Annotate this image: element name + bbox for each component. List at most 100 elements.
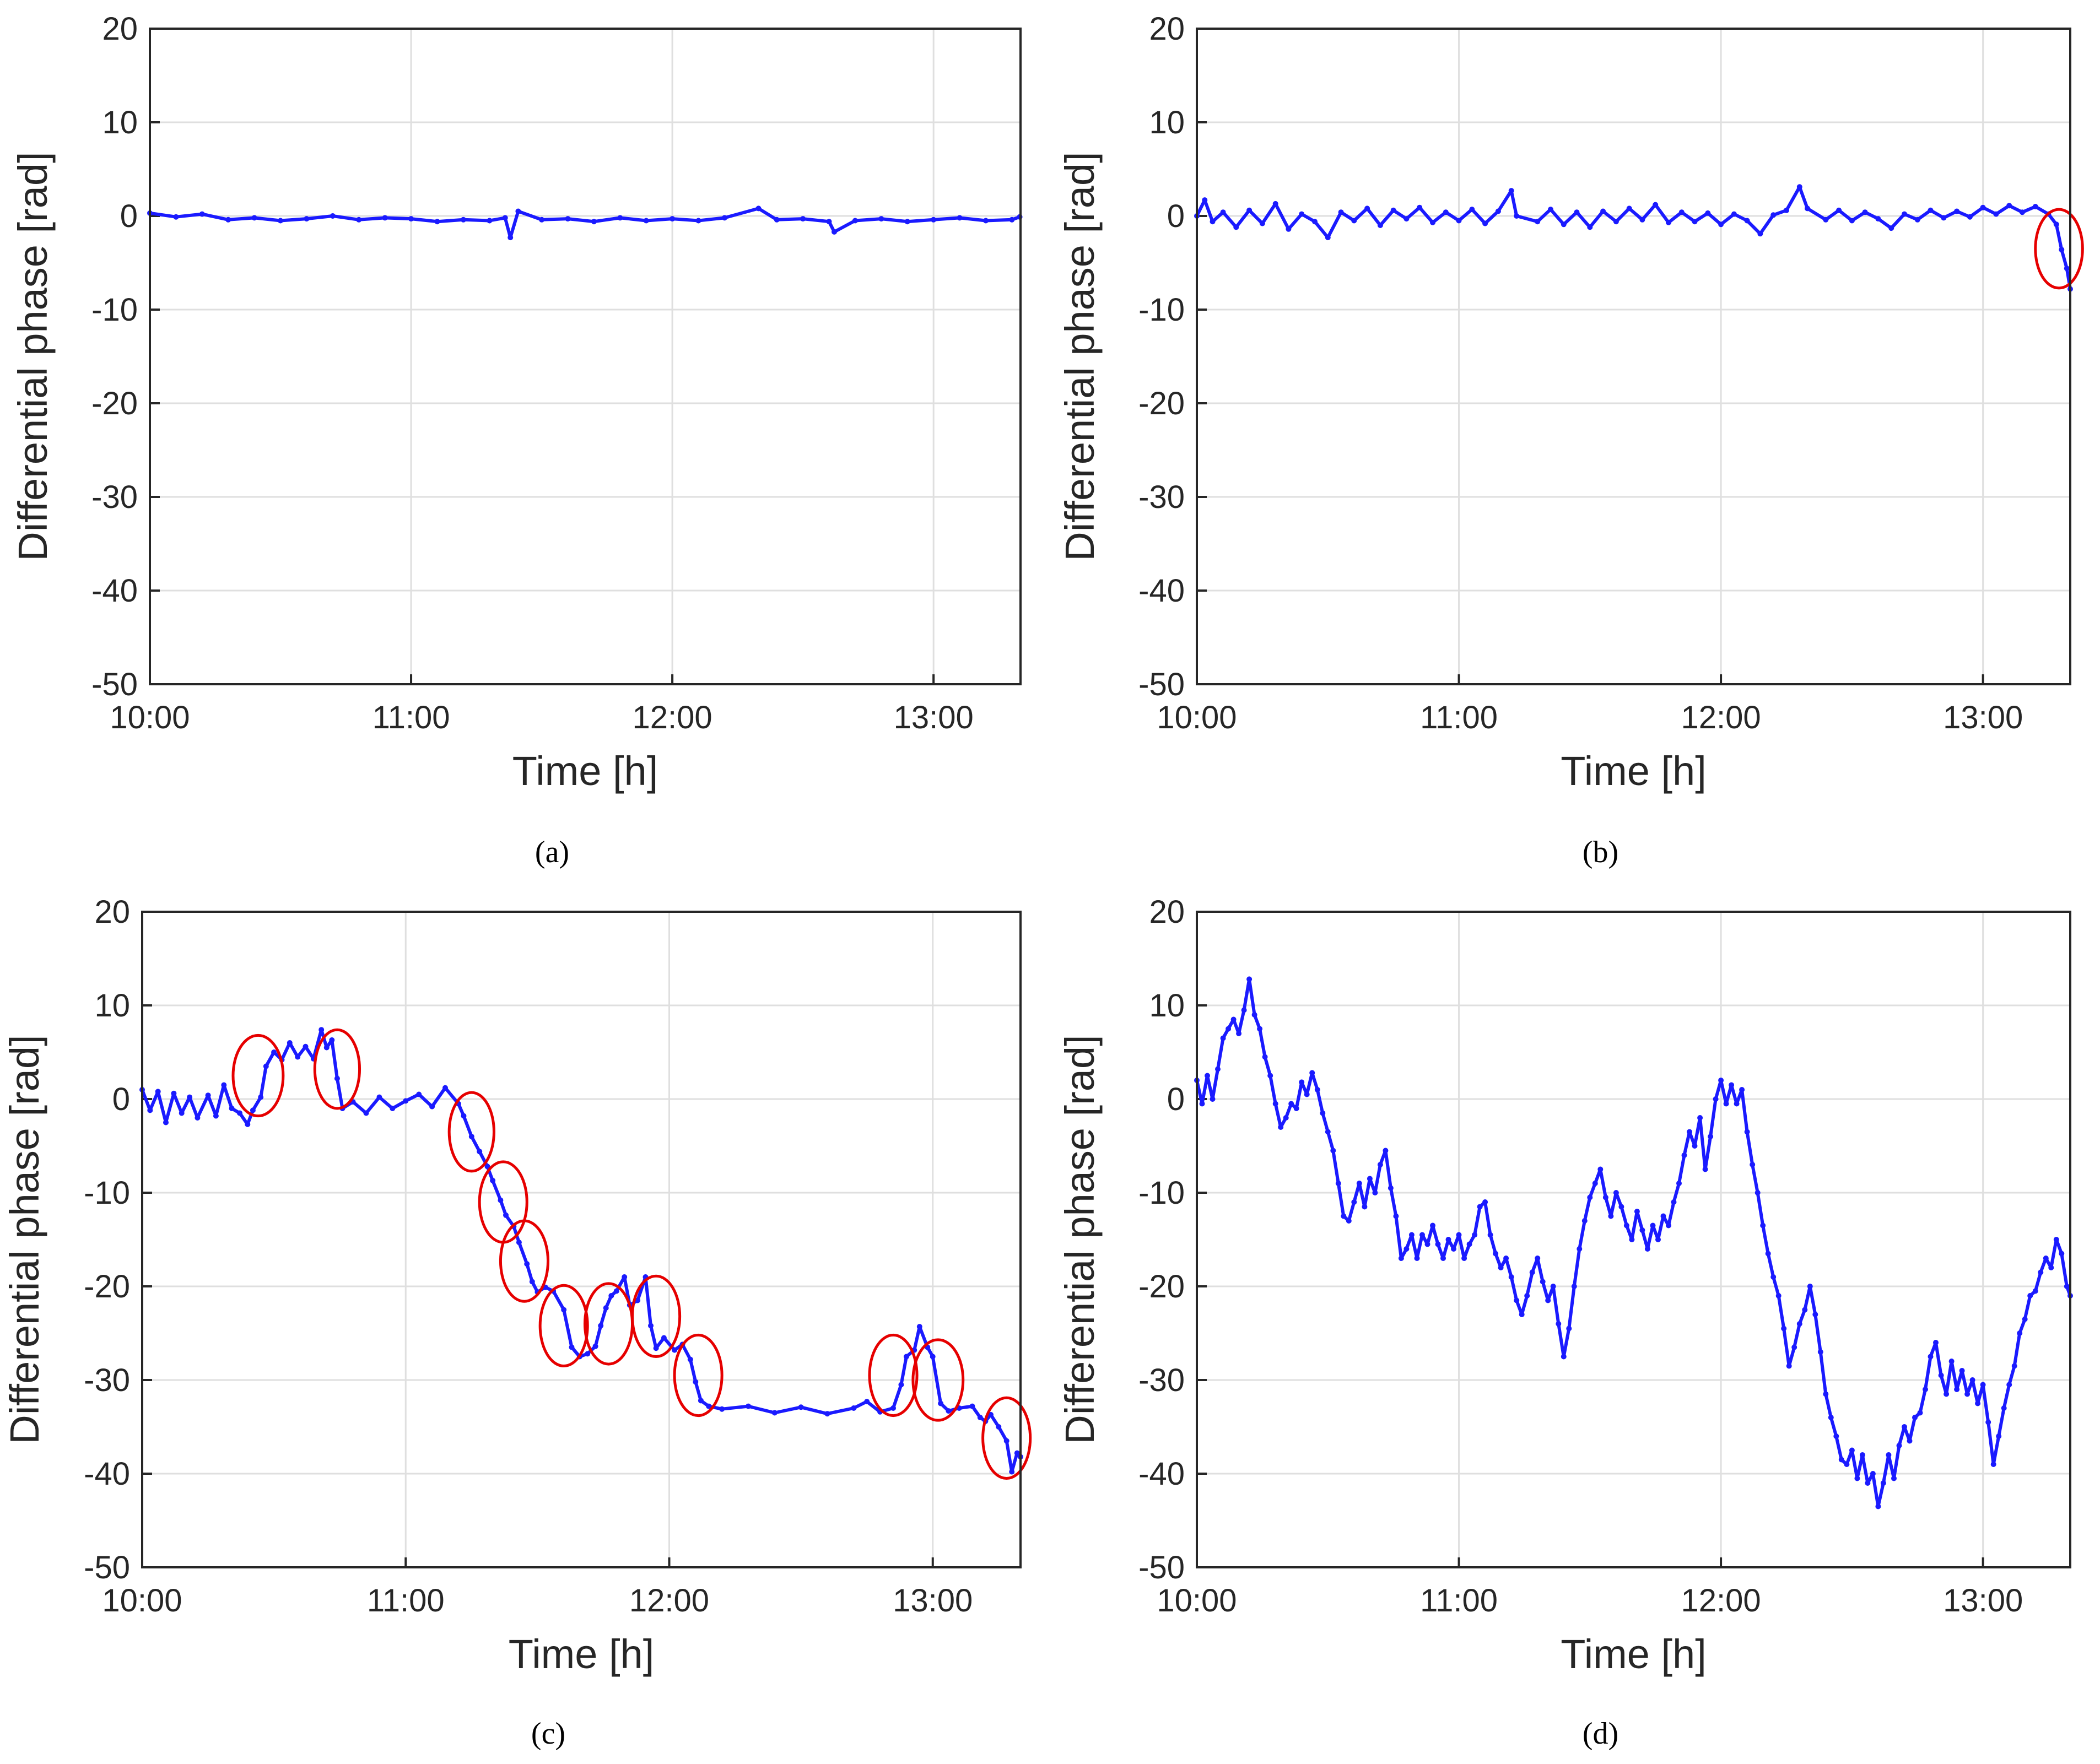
- data-point: [2043, 1256, 2049, 1261]
- data-point: [258, 1094, 264, 1100]
- axes-frame: [149, 28, 1022, 685]
- data-point: [429, 1103, 435, 1110]
- data-point: [1577, 1246, 1583, 1252]
- data-point: [1796, 184, 1802, 190]
- y-tick-label: 10: [94, 988, 130, 1024]
- data-point: [1312, 219, 1318, 225]
- data-point: [1246, 207, 1253, 213]
- data-point: [1639, 217, 1645, 223]
- data-point: [1729, 1082, 1735, 1088]
- data-point: [1655, 1237, 1661, 1242]
- y-axis-label: Differential phase [rad]: [1057, 1035, 1103, 1444]
- data-point: [2053, 1237, 2059, 1242]
- data-point: [287, 1040, 293, 1046]
- data-point: [1320, 1110, 1326, 1116]
- data-point: [1419, 1232, 1425, 1238]
- data-point: [1503, 1256, 1509, 1261]
- data-point: [1676, 1181, 1682, 1186]
- data-point: [271, 1049, 277, 1055]
- data-point: [434, 219, 440, 225]
- data-point: [1304, 1091, 1310, 1097]
- data-point: [1666, 219, 1671, 225]
- data-point: [643, 218, 649, 224]
- data-point: [1403, 216, 1410, 222]
- data-point: [1377, 1162, 1383, 1167]
- x-tick-label: 10:00: [1157, 700, 1237, 735]
- data-point: [173, 214, 179, 220]
- data-point: [1199, 1101, 1205, 1107]
- data-point: [1550, 1284, 1556, 1289]
- y-tick-label: 0: [112, 1081, 130, 1117]
- data-point: [1443, 209, 1449, 215]
- highlight-ellipse: [868, 1333, 919, 1417]
- data-point: [1836, 207, 1842, 213]
- data-point: [460, 217, 466, 223]
- data-point: [1278, 1124, 1284, 1130]
- y-tick-label: -40: [91, 573, 138, 609]
- data-point: [1230, 1016, 1237, 1022]
- data-point: [1744, 218, 1750, 224]
- data-point: [826, 219, 832, 225]
- data-point: [1954, 208, 1960, 214]
- data-point: [1299, 1079, 1305, 1085]
- data-point: [1233, 224, 1239, 230]
- data-point: [1383, 1148, 1389, 1154]
- data-point: [502, 215, 508, 221]
- data-point: [1849, 218, 1855, 224]
- panel-caption: (b): [1583, 835, 1618, 869]
- data-point: [1267, 1073, 1273, 1079]
- data-point: [569, 1344, 575, 1350]
- data-point: [1461, 1256, 1467, 1261]
- data-point: [695, 218, 701, 224]
- data-point: [693, 1379, 699, 1385]
- y-tick-label: 10: [102, 105, 138, 140]
- data-point: [1246, 976, 1253, 982]
- data-point: [1975, 1400, 1981, 1406]
- data-point: [755, 205, 762, 212]
- data-point: [1257, 1026, 1263, 1032]
- data-point: [1770, 212, 1777, 218]
- data-point: [1914, 217, 1920, 223]
- data-point: [376, 1094, 382, 1100]
- data-point: [1210, 1096, 1216, 1102]
- data-point: [516, 1240, 522, 1246]
- data-point: [1587, 224, 1593, 230]
- data-point: [1833, 1433, 1839, 1439]
- data-point: [1666, 1222, 1671, 1229]
- data-point: [1495, 208, 1501, 214]
- data-point: [1760, 1222, 1766, 1229]
- data-point: [1487, 1232, 1493, 1238]
- data-point: [561, 1307, 567, 1313]
- data-point: [1262, 1054, 1268, 1060]
- data-point: [356, 217, 362, 223]
- data-point: [1325, 235, 1331, 241]
- data-point: [187, 1094, 193, 1100]
- highlight-ellipse: [499, 1219, 550, 1303]
- data-point: [1844, 1462, 1850, 1467]
- data-point: [1944, 1391, 1950, 1397]
- x-tick-label: 12:00: [629, 1583, 709, 1619]
- data-point: [2059, 1251, 2065, 1257]
- data-point: [1493, 1251, 1499, 1257]
- data-point: [1440, 1256, 1446, 1261]
- data-point: [1367, 1176, 1373, 1182]
- data-point: [1644, 1246, 1650, 1252]
- data-point: [1823, 1391, 1829, 1397]
- data-point: [529, 1279, 535, 1285]
- data-point: [719, 1406, 725, 1412]
- data-point: [1817, 1349, 1823, 1355]
- data-point: [585, 1351, 591, 1357]
- data-point: [1014, 1450, 1020, 1456]
- data-point: [1634, 1209, 1640, 1214]
- data-point: [1293, 1106, 1299, 1111]
- data-point: [1938, 1372, 1944, 1378]
- data-point: [1917, 1410, 1923, 1416]
- data-point: [864, 1399, 870, 1405]
- data-point: [1351, 1199, 1357, 1205]
- data-point: [1390, 207, 1396, 213]
- data-point: [635, 1297, 641, 1303]
- data-point: [195, 1115, 201, 1121]
- data-point: [890, 1405, 896, 1411]
